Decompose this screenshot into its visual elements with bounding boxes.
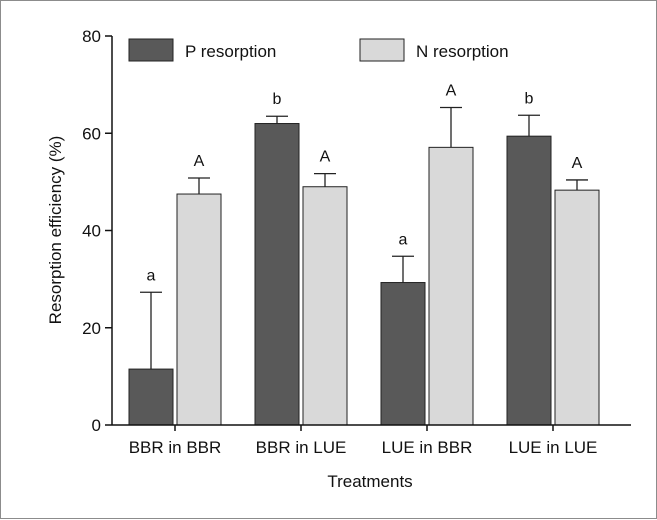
y-tick-label: 60: [82, 124, 101, 143]
x-tick-label: BBR in LUE: [256, 438, 347, 457]
significance-label: A: [194, 153, 205, 170]
bar-n-resorption: [302, 186, 348, 426]
legend-swatch: [359, 38, 405, 62]
bar-n-resorption: [554, 189, 600, 426]
x-axis-title: Treatments: [327, 472, 412, 491]
x-tick-label: LUE in BBR: [382, 438, 473, 457]
bars-layer: a Ab Aa A b A: [128, 82, 600, 426]
legend: P resorption N resorption: [128, 38, 509, 62]
significance-label: a: [399, 231, 408, 248]
significance-label: a: [147, 267, 156, 284]
bar-p-resorption: [506, 135, 552, 426]
bar-n-resorption: [428, 146, 474, 426]
significance-label: A: [320, 149, 331, 166]
y-tick-label: 0: [92, 416, 101, 435]
y-tick-label: 40: [82, 222, 101, 241]
significance-label: A: [572, 155, 583, 172]
significance-label: b: [525, 90, 534, 107]
bar-p-resorption: [380, 282, 426, 426]
bar-n-resorption: [176, 193, 222, 426]
legend-label: N resorption: [416, 42, 509, 61]
x-tick-label: LUE in LUE: [509, 438, 598, 457]
significance-label: b: [273, 91, 282, 108]
bar-p-resorption: [254, 123, 300, 426]
y-axis-title: Resorption efficiency (%): [46, 136, 65, 325]
axes-layer: 0 20 40 60 80 BBR in BBR BBR in LUE LUE in BBR L…: [82, 27, 631, 457]
significance-label: A: [446, 82, 457, 99]
legend-label: P resorption: [185, 42, 276, 61]
y-tick-label: 80: [82, 27, 101, 46]
legend-swatch: [128, 38, 174, 62]
bar-p-resorption: [128, 368, 174, 426]
y-tick-label: 20: [82, 319, 101, 338]
x-tick-label: BBR in BBR: [129, 438, 222, 457]
